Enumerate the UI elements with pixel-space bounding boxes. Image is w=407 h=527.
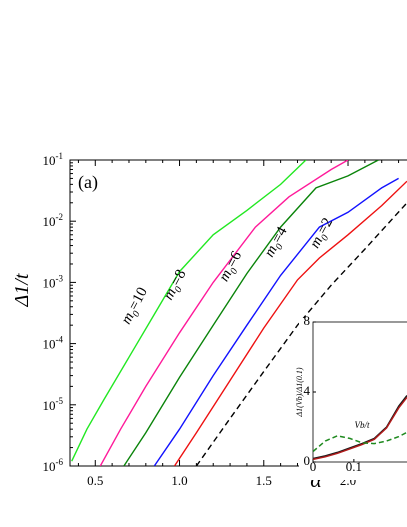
- main-series-group: [71, 160, 407, 466]
- y-tick-label: 10-5: [43, 396, 64, 413]
- series-line-m08: [99, 160, 349, 466]
- inset-plot: 0 0.1 0 4 8 Vb/t Δ1(Vb)/Δ1(0.1): [295, 313, 407, 480]
- inset-x-tick-label: 0: [310, 459, 317, 474]
- curve-label: m0=10: [118, 285, 153, 329]
- y-tick-label: 10-2: [43, 212, 64, 229]
- series-line-m010: [71, 160, 307, 462]
- inset-x-axis-label: Vb/t: [355, 420, 370, 430]
- plot-frame: [69, 159, 407, 467]
- inset-series-line-2: [313, 431, 407, 453]
- series-line-dashed: [195, 202, 407, 466]
- inset-y-axis-label: Δ1(Vb)/Δ1(0.1): [295, 367, 304, 417]
- inset-y-tick-label: 4: [304, 383, 311, 398]
- series-line-m02: [173, 180, 407, 466]
- x-tick-label: 0.5: [87, 473, 103, 488]
- main-plot: 0.5 1.0 1.5 2.010-610-510-410-310-210-1m0=1…: [11, 151, 407, 492]
- series-line-m06: [123, 160, 379, 466]
- curve-label: m0=6: [216, 248, 248, 285]
- inset-series-line-0: [313, 395, 407, 460]
- y-tick-label: 10-3: [43, 273, 64, 290]
- series-line-m04: [153, 177, 399, 466]
- inset-x-tick-label: 0.1: [346, 459, 362, 474]
- panel-label: (a): [78, 172, 98, 193]
- inset-y-tick-label: 8: [304, 313, 311, 328]
- y-tick-label: 10-4: [43, 335, 64, 352]
- curve-label: m0=8: [161, 267, 193, 304]
- x-tick-label: 1.5: [256, 473, 272, 488]
- curve-label: m0=2: [307, 215, 339, 252]
- inset-y-tick-label: 0: [304, 453, 311, 468]
- inset-background: [299, 318, 407, 480]
- y-tick-label: 10-6: [43, 457, 64, 474]
- y-axis-label: Δ1/t: [11, 273, 33, 307]
- x-tick-label: 1.0: [171, 473, 187, 488]
- inset-series-group: [313, 395, 407, 461]
- curve-label: m0=4: [262, 224, 294, 261]
- y-tick-label: 10-1: [43, 151, 64, 168]
- inset-series-line-1: [313, 396, 407, 461]
